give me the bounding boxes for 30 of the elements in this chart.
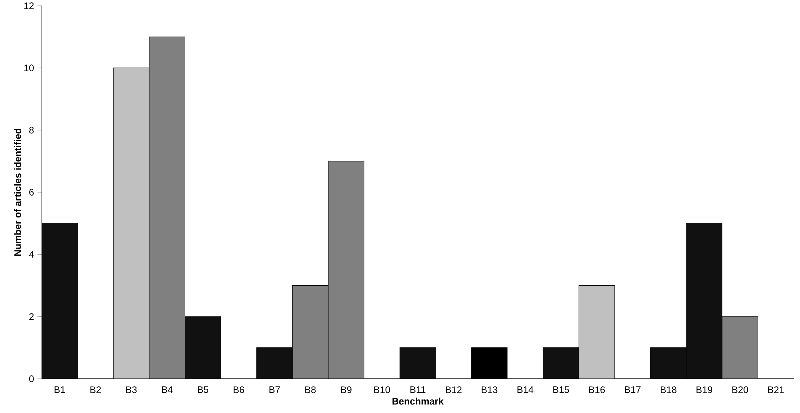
y-tick-label: 4 [29,251,34,258]
x-tick-label: B19 [696,386,712,394]
x-tick-label: B12 [446,386,462,394]
y-tick-label: 12 [24,2,34,10]
x-tick-label: B10 [374,386,390,394]
y-tick-label: 0 [29,376,34,382]
x-tick-label: B18 [661,386,677,394]
y-tick-label: 6 [30,189,34,196]
y-tick-label: 8 [29,126,34,134]
x-axis-title: Benchmark [392,398,444,405]
x-tick-label: B8 [306,386,316,394]
x-tick-label: B13 [482,386,498,394]
x-tick-label: B2 [90,386,102,394]
x-tick-label: B17 [625,386,641,394]
y-tick-label: 2 [30,314,34,320]
x-tick-label: B20 [732,386,748,394]
x-tick-label: B15 [554,386,570,394]
x-tick-label: B1 [54,386,66,394]
x-tick-label: B16 [589,386,606,394]
x-tick-label: B4 [162,386,173,394]
x-tick-label: B6 [234,386,244,394]
y-tick-label: 10 [24,64,34,72]
x-tick-label: B14 [518,386,534,394]
x-tick-label: B9 [341,386,352,394]
x-tick-label: B3 [126,386,137,394]
x-tick-label: B21 [768,386,784,394]
x-tick-label: B11 [410,386,426,394]
y-axis-title: Number of articles identified [14,129,22,256]
x-tick-label: B7 [270,386,280,394]
x-tick-label: B5 [198,386,209,394]
